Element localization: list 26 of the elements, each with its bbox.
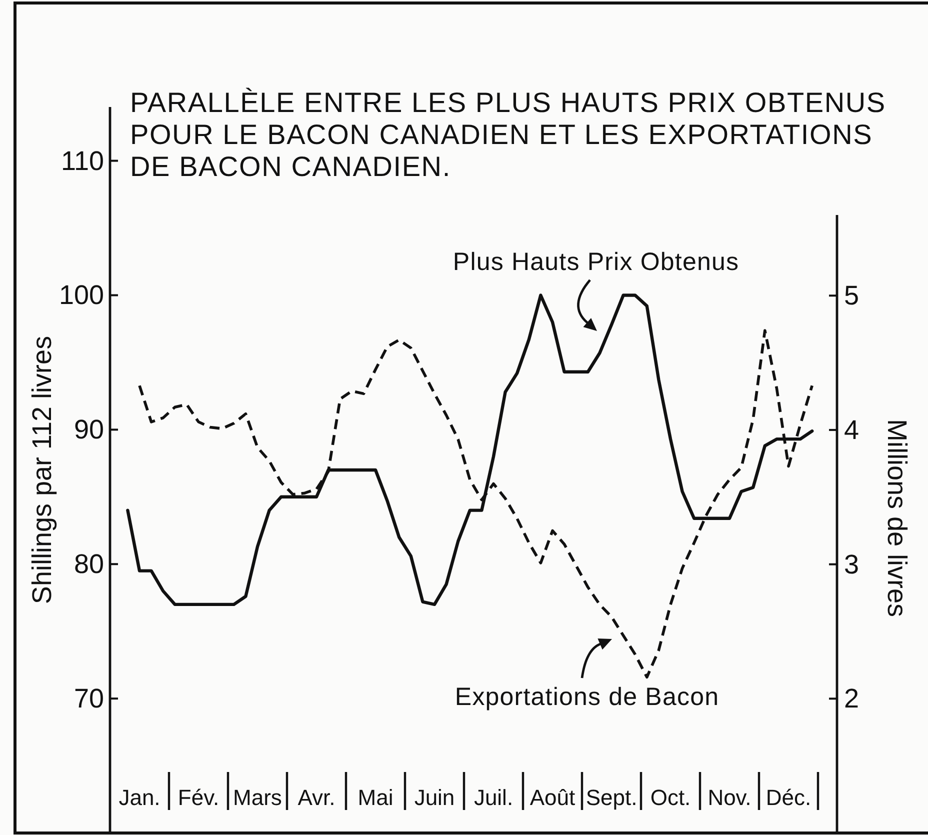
x-tick-label: Fév.	[178, 785, 220, 810]
x-tick-label: Mai	[358, 785, 394, 810]
y2-tick-label: 3	[844, 549, 860, 580]
x-tick-label: Avr.	[298, 785, 336, 810]
x-tick-label: Oct.	[650, 785, 691, 810]
y2-tick-label: 2	[844, 684, 860, 714]
x-tick-label: Mars	[233, 785, 282, 810]
y-tick-label: 90	[74, 414, 104, 445]
y2-tick-label: 5	[844, 280, 860, 311]
y2-tick-label: 4	[844, 414, 860, 445]
legend-label: Exportations de Bacon	[454, 683, 720, 711]
y-tick-label: 70	[74, 684, 104, 714]
y-tick-label: 110	[60, 146, 104, 176]
y-tick-label: 100	[58, 280, 104, 310]
x-tick-label: Déc.	[766, 785, 812, 810]
x-tick-label: Août	[530, 785, 576, 810]
x-tick-label: Juil.	[474, 785, 514, 810]
x-tick-label: Juin	[414, 785, 455, 810]
series-label: Plus Hauts Prix Obtenus	[452, 248, 740, 276]
y-axis-title: Shillings par 112 livres	[27, 336, 57, 604]
x-tick-label: Jan.	[118, 785, 160, 810]
y-tick-label: 80	[74, 549, 104, 580]
chart-title: PARALLÈLE ENTRE LES PLUS HAUTS PRIX OBTENUS POUR LE BACON CANADIEN ET LES EXPORTATIONS DE BACON CANADIEN.	[130, 87, 886, 182]
x-tick-label: Nov.	[708, 785, 752, 810]
y2-axis-title: Millions de livres	[882, 418, 912, 618]
x-tick-label: Sept.	[586, 785, 638, 810]
